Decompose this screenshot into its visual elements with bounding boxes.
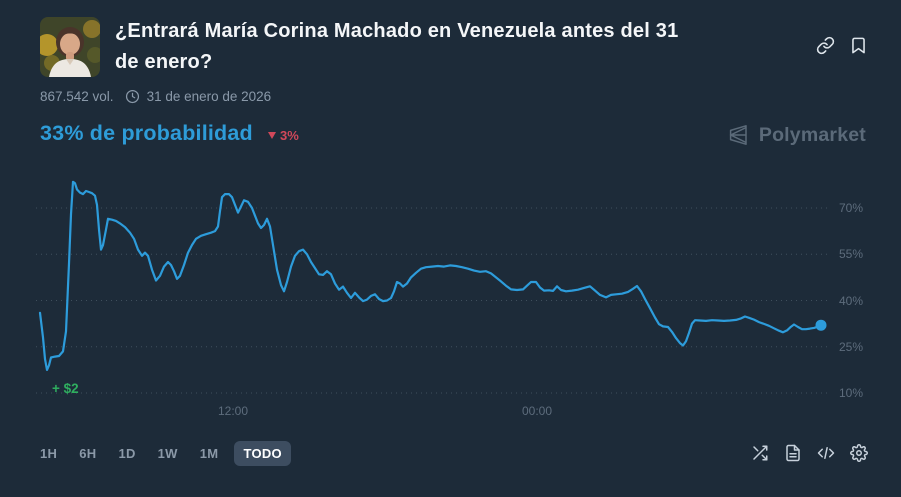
probability-change-value: 3% [280, 128, 299, 143]
y-axis-tick: 40% [839, 293, 864, 308]
probability-change-badge: 3% [268, 128, 299, 143]
range-button-todo[interactable]: TODO [234, 441, 291, 466]
embed-code-icon[interactable] [817, 444, 835, 462]
bookmark-icon[interactable] [849, 36, 868, 55]
y-axis-tick: 70% [839, 201, 864, 215]
polymarket-watermark: Polymarket [726, 123, 866, 147]
header-actions [816, 36, 868, 55]
probability-value: 33% de probabilidad [40, 121, 253, 145]
y-axis-tick: 10% [839, 386, 864, 400]
end-date-label: 31 de enero de 2026 [146, 89, 272, 104]
y-axis-tick: 55% [839, 247, 864, 262]
price-change-annotation: + $2 [52, 381, 79, 396]
avatar-portrait-image [40, 17, 100, 77]
x-axis-tick: 12:00 [217, 404, 249, 418]
rules-document-icon[interactable] [784, 444, 802, 462]
clock-icon [121, 89, 140, 104]
range-button-6h[interactable]: 6H [73, 441, 102, 466]
price-line [38, 180, 823, 371]
market-stats: 867.542 vol. 31 de enero de 2026 [40, 89, 271, 104]
settings-gear-icon[interactable] [850, 444, 868, 462]
range-button-1d[interactable]: 1D [112, 441, 141, 466]
market-title: ¿Entrará María Corina Machado en Venezue… [115, 16, 775, 78]
y-axis-tick: 25% [839, 339, 864, 354]
market-avatar [40, 17, 100, 77]
shuffle-icon[interactable] [751, 444, 769, 462]
x-axis-tick: 00:00 [521, 404, 553, 418]
range-button-1w[interactable]: 1W [152, 441, 184, 466]
down-triangle-icon [268, 132, 276, 139]
time-range-selector: 1H 6H 1D 1W 1M TODO [34, 441, 291, 466]
polymarket-brand-label: Polymarket [758, 123, 866, 146]
current-price-dot [815, 319, 827, 331]
market-title-line1: ¿Entrará María Corina Machado en Venezue… [115, 20, 679, 42]
range-button-1m[interactable]: 1M [194, 441, 225, 466]
volume-label: 867.542 vol. [40, 89, 114, 104]
market-title-line2: de enero? [115, 51, 213, 73]
range-button-1h[interactable]: 1H [34, 441, 63, 466]
copy-link-icon[interactable] [816, 36, 835, 55]
polymarket-logo-icon [729, 125, 747, 145]
chart-tools [751, 444, 868, 462]
